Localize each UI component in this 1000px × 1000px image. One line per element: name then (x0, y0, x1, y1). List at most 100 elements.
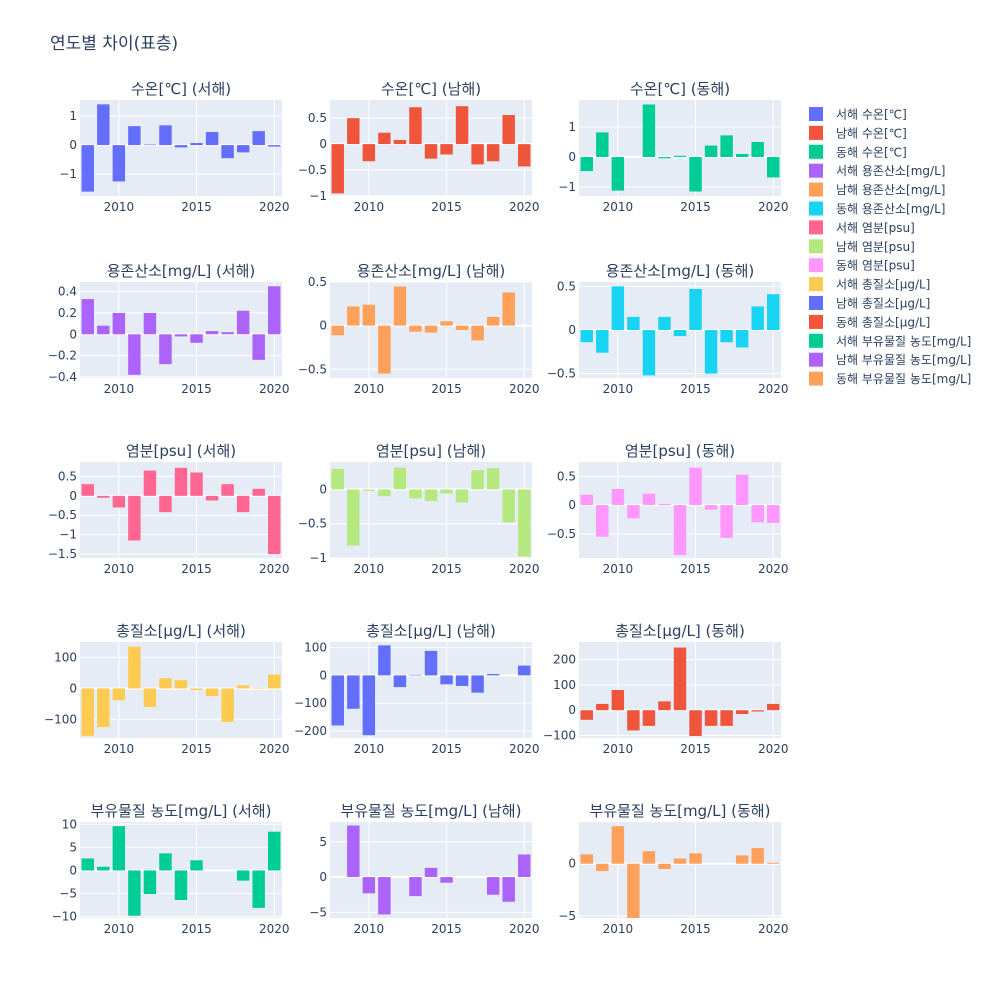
bar[interactable] (673, 155, 687, 157)
legend-item[interactable]: 서해 수온[℃] (809, 107, 907, 122)
bar[interactable] (190, 860, 203, 871)
bar[interactable] (658, 863, 671, 869)
bar[interactable] (455, 489, 469, 503)
bar[interactable] (580, 157, 593, 172)
bar[interactable] (362, 877, 376, 894)
bar[interactable] (735, 330, 749, 348)
bar[interactable] (518, 854, 531, 878)
bar[interactable] (627, 316, 640, 330)
bar[interactable] (362, 304, 376, 326)
bar[interactable] (190, 143, 203, 146)
bar[interactable] (689, 710, 702, 736)
bar[interactable] (627, 863, 640, 918)
legend-item[interactable]: 동해 총질소[μg/L] (809, 314, 930, 330)
bar[interactable] (190, 334, 203, 343)
bar[interactable] (596, 132, 609, 157)
bar[interactable] (486, 468, 500, 490)
bar[interactable] (596, 863, 609, 872)
bar[interactable] (112, 145, 126, 182)
bar[interactable] (580, 330, 593, 343)
bar[interactable] (518, 489, 531, 557)
bar[interactable] (409, 107, 422, 145)
bar[interactable] (673, 505, 687, 556)
bar[interactable] (486, 316, 500, 326)
bar[interactable] (81, 484, 94, 496)
bar[interactable] (704, 330, 718, 374)
bar[interactable] (143, 144, 157, 146)
bar[interactable] (331, 144, 344, 194)
bar[interactable] (440, 489, 453, 494)
bar[interactable] (720, 710, 733, 726)
bar[interactable] (347, 675, 360, 709)
bar[interactable] (347, 489, 360, 546)
bar[interactable] (128, 870, 141, 916)
bar[interactable] (268, 831, 281, 871)
legend-item[interactable]: 서해 부유물질 농도[mg/L] (809, 333, 971, 349)
bar[interactable] (704, 710, 718, 726)
bar[interactable] (611, 286, 625, 330)
legend-item[interactable]: 남해 총질소[μg/L] (809, 296, 930, 311)
legend-item[interactable]: 남해 수온[℃] (809, 125, 907, 140)
bar[interactable] (471, 675, 484, 693)
bar[interactable] (97, 104, 110, 146)
bar[interactable] (440, 144, 453, 155)
bar[interactable] (596, 505, 609, 537)
bar[interactable] (159, 495, 172, 513)
bar[interactable] (268, 674, 281, 689)
bar[interactable] (642, 330, 656, 376)
bar[interactable] (518, 665, 531, 676)
bar[interactable] (112, 312, 126, 335)
bar[interactable] (424, 489, 438, 502)
bar[interactable] (767, 703, 780, 711)
bar[interactable] (580, 494, 593, 506)
bar[interactable] (190, 688, 203, 690)
bar[interactable] (128, 334, 141, 375)
bar[interactable] (331, 468, 344, 490)
bar[interactable] (455, 675, 469, 686)
bar[interactable] (471, 470, 484, 490)
bar[interactable] (767, 157, 780, 178)
bar[interactable] (159, 853, 172, 871)
bar[interactable] (81, 299, 94, 335)
bar[interactable] (174, 145, 188, 148)
bar[interactable] (471, 144, 484, 165)
bar[interactable] (642, 710, 656, 726)
bar[interactable] (735, 474, 749, 506)
bar[interactable] (81, 858, 94, 871)
bar[interactable] (128, 646, 141, 689)
bar[interactable] (658, 503, 671, 506)
bar[interactable] (486, 674, 500, 676)
bar[interactable] (751, 848, 764, 864)
bar[interactable] (174, 334, 188, 337)
bar[interactable] (331, 325, 344, 336)
bar[interactable] (347, 825, 360, 878)
bar[interactable] (440, 675, 453, 685)
bar[interactable] (221, 484, 234, 496)
bar[interactable] (97, 688, 110, 728)
bar[interactable] (81, 145, 94, 192)
bar[interactable] (190, 472, 203, 496)
bar[interactable] (751, 505, 764, 523)
bar[interactable] (751, 142, 764, 157)
bar[interactable] (174, 870, 188, 900)
legend[interactable]: 서해 수온[℃] 남해 수온[℃] 동해 수온[℃] 서해 용존산소[mg/L] 남해 … (809, 107, 971, 386)
bar[interactable] (393, 675, 407, 688)
bar[interactable] (658, 316, 671, 330)
bar[interactable] (112, 495, 126, 508)
bar[interactable] (159, 678, 172, 689)
bar[interactable] (424, 867, 438, 878)
bar[interactable] (378, 489, 391, 497)
bar[interactable] (378, 325, 391, 374)
legend-item[interactable]: 동해 부유물질 농도[mg/L] (809, 371, 971, 387)
legend-item[interactable]: 동해 염분[psu] (809, 258, 915, 273)
legend-item[interactable]: 남해 염분[psu] (809, 239, 915, 254)
bar[interactable] (268, 286, 281, 335)
bar[interactable] (236, 870, 250, 881)
bar[interactable] (735, 710, 749, 714)
bar[interactable] (378, 645, 391, 676)
bar[interactable] (409, 674, 422, 676)
bar[interactable] (611, 489, 625, 506)
bar[interactable] (580, 710, 593, 720)
bar[interactable] (424, 325, 438, 333)
bar[interactable] (596, 330, 609, 353)
